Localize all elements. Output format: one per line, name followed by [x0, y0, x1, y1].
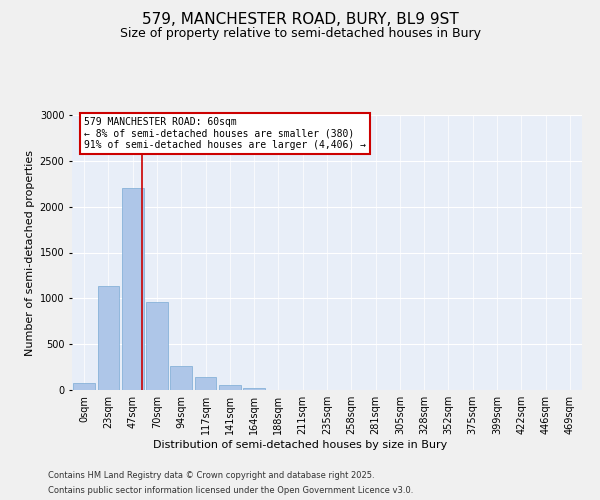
Y-axis label: Number of semi-detached properties: Number of semi-detached properties: [25, 150, 35, 356]
Bar: [219, 385, 241, 390]
Text: Contains HM Land Registry data © Crown copyright and database right 2025.: Contains HM Land Registry data © Crown c…: [48, 471, 374, 480]
Bar: [97, 286, 119, 390]
Text: 579, MANCHESTER ROAD, BURY, BL9 9ST: 579, MANCHESTER ROAD, BURY, BL9 9ST: [142, 12, 458, 28]
Bar: [146, 302, 168, 390]
Text: 579 MANCHESTER ROAD: 60sqm
← 8% of semi-detached houses are smaller (380)
91% of: 579 MANCHESTER ROAD: 60sqm ← 8% of semi-…: [85, 117, 367, 150]
Bar: [122, 188, 143, 390]
Text: Size of property relative to semi-detached houses in Bury: Size of property relative to semi-detach…: [119, 28, 481, 40]
Text: Distribution of semi-detached houses by size in Bury: Distribution of semi-detached houses by …: [153, 440, 447, 450]
Text: Contains public sector information licensed under the Open Government Licence v3: Contains public sector information licen…: [48, 486, 413, 495]
Bar: [243, 388, 265, 390]
Bar: [170, 366, 192, 390]
Bar: [73, 382, 95, 390]
Bar: [194, 376, 217, 390]
